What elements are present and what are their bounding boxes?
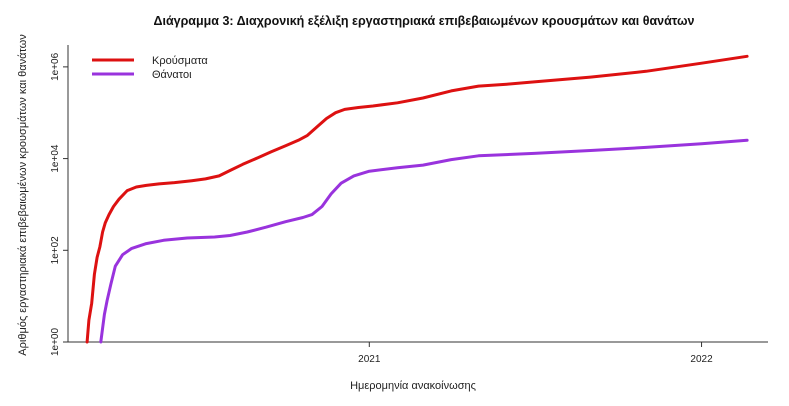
x-tick-label: 2021 <box>358 354 381 365</box>
y-tick-label: 1e+02 <box>50 236 61 265</box>
legend-label-1: Κρούσματα <box>152 55 208 67</box>
x-axis-label: Ημερομηνία ανακοίνωσης <box>350 380 476 392</box>
y-axis-label: Αριθμός εργαστηριακά επιβεβαιωμένων κρου… <box>17 34 29 356</box>
chart-title: Διάγραμμα 3: Διαχρονική εξέλιξη εργαστηρ… <box>153 14 694 28</box>
legend: Κρούσματα Θάνατοι <box>92 55 208 81</box>
axes <box>67 45 768 343</box>
series-line-2 <box>99 138 749 344</box>
tick-marks: 1e+00 1e+02 1e+04 1e+06 2021 2022 <box>50 52 713 365</box>
series-lines <box>85 54 749 344</box>
legend-label-2: Θάνατοι <box>152 69 192 81</box>
y-tick-label: 1e+00 <box>50 328 61 357</box>
y-tick-label: 1e+06 <box>50 52 61 81</box>
x-tick-label: 2022 <box>690 354 713 365</box>
y-tick-label: 1e+04 <box>50 144 61 173</box>
series-line-1 <box>85 54 749 344</box>
